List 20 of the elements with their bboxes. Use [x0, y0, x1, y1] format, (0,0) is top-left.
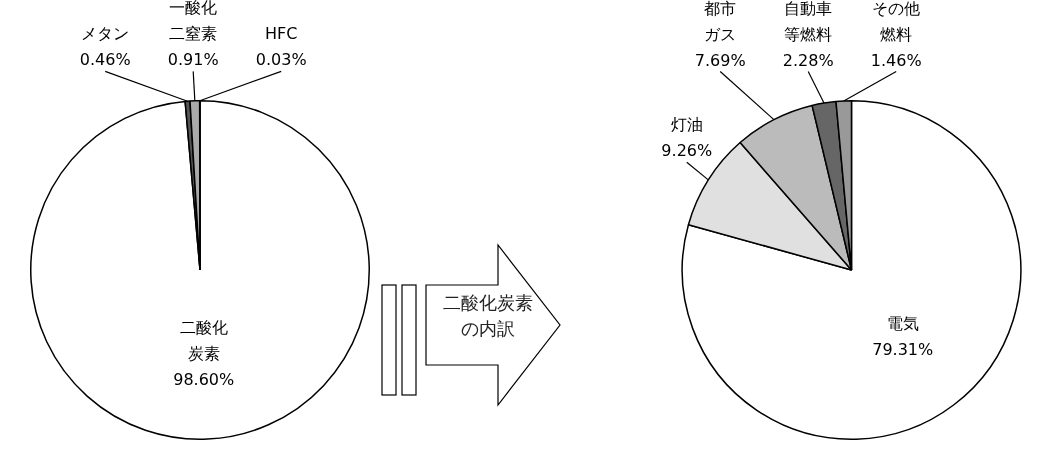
- text: の内訳: [461, 318, 515, 339]
- data-label: 1.46%: [870, 50, 922, 70]
- data-label: 9.26%: [661, 141, 713, 161]
- data-label: 0.46%: [79, 50, 131, 70]
- data-label: 0.03%: [255, 50, 307, 70]
- data-label: 7.69%: [694, 50, 746, 70]
- slice-label: 二酸化炭素: [443, 292, 533, 313]
- slice-label: 一酸化二窒素: [169, 0, 218, 44]
- slice-label: HFC: [264, 24, 298, 44]
- slice-label: メタン: [81, 24, 130, 44]
- slice-label: 電気: [886, 313, 919, 333]
- slice-label: 二酸化炭素: [179, 317, 228, 363]
- slice-label: 都市ガス: [704, 0, 737, 44]
- data-label: 98.60%: [173, 369, 235, 389]
- slice-label: その他燃料: [872, 0, 921, 44]
- slice-label: 自動車等燃料: [784, 0, 833, 44]
- data-label: 79.31%: [872, 339, 934, 359]
- data-label: 0.91%: [167, 50, 219, 70]
- data-label: 2.28%: [782, 50, 834, 70]
- slice-label: 灯油: [670, 115, 703, 135]
